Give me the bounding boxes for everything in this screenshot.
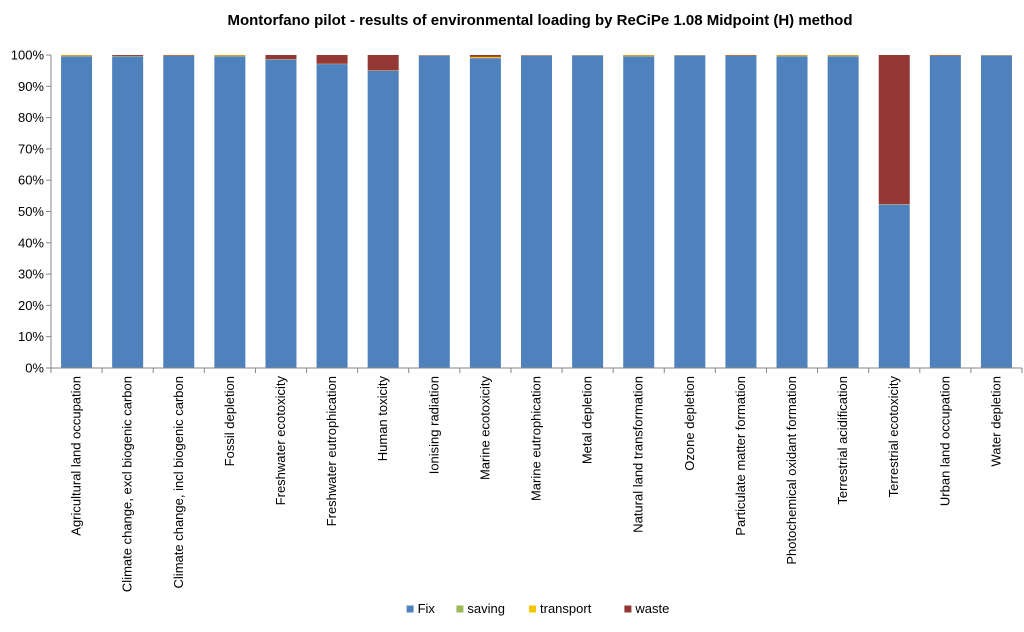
bar-segment-fix [623, 56, 655, 368]
y-tick-label: 80% [18, 110, 44, 125]
x-axis: Agricultural land occupation Climate chan… [50, 367, 1023, 592]
legend-swatch-fix [406, 605, 414, 613]
x-category-label: Marine ecotoxicity [477, 376, 492, 481]
x-category-label: Human toxicity [375, 376, 390, 462]
y-tick-label: 0% [25, 361, 44, 376]
bar-segment-transport [623, 55, 655, 57]
bar-segment-transport [469, 56, 501, 59]
bar-segment-fix [367, 70, 399, 369]
bar-segment-fix [163, 55, 195, 369]
bar-segment-fix [980, 55, 1012, 369]
y-axis: 0% 10% 20% 30% 40% 50% 60% 70% 80% 90% 100% [11, 48, 52, 376]
bar-segment-waste [112, 55, 144, 56]
x-category-label: Ozone depletion [682, 376, 697, 471]
x-category-label: Agricultural land occupation [69, 376, 84, 536]
legend-label-transport: transport [540, 601, 592, 616]
x-category-label: Terrestrial acidification [835, 376, 850, 505]
x-category-label: Climate change, incl biogenic carbon [171, 376, 186, 588]
bar-segment-transport [776, 55, 808, 57]
y-tick-label: 70% [18, 141, 44, 156]
x-category-label: Natural land transformation [631, 376, 646, 533]
legend-label-fix: Fix [418, 601, 436, 616]
x-category-label: Photochemical oxidant formation [784, 376, 799, 565]
bar-segment-waste [725, 55, 757, 56]
y-tick-label: 90% [18, 79, 44, 94]
legend-label-saving: saving [467, 601, 505, 616]
legend: Fix saving transport waste [406, 601, 669, 616]
bar-segment-fix [469, 58, 501, 368]
y-tick-label: 20% [18, 298, 44, 313]
y-tick-label: 30% [18, 267, 44, 282]
x-category-label: Water depletion [988, 376, 1003, 467]
bar-segment-fix [316, 64, 348, 369]
x-category-label: Climate change, excl biogenic carbon [120, 376, 135, 592]
x-category-label: Metal depletion [580, 376, 595, 464]
bar-segment-waste [163, 55, 195, 56]
bars [61, 55, 1012, 369]
legend-swatch-saving [456, 605, 464, 613]
bar-segment-fix [929, 55, 961, 369]
bar-segment-fix [214, 56, 246, 368]
x-category-label: Particulate matter formation [733, 376, 748, 536]
bar-segment-fix [265, 59, 297, 369]
bar-segment-waste [367, 55, 399, 71]
bar-segment-transport [214, 55, 246, 57]
bar-segment-fix [725, 55, 757, 369]
x-category-label: Fossil depletion [222, 376, 237, 466]
bar-segment-fix [61, 56, 93, 368]
bar-segment-fix [521, 55, 552, 368]
bar-segment-waste [265, 55, 297, 60]
y-tick-label: 40% [18, 235, 44, 250]
y-tick-label: 50% [18, 204, 44, 219]
x-category-label: Ionising radiation [426, 376, 441, 474]
bar-segment-waste [929, 55, 961, 56]
x-category-label: Freshwater eutrophication [324, 376, 339, 526]
chart-title: Montorfano pilot - results of environmen… [227, 12, 852, 29]
bar-segment-fix [572, 55, 604, 369]
x-category-label: Terrestrial ecotoxicity [886, 376, 901, 498]
bar-segment-fix [776, 56, 808, 368]
bar-segment-fix [418, 55, 450, 368]
legend-swatch-waste [624, 605, 632, 613]
bar-segment-waste [316, 55, 348, 64]
legend-swatch-transport [529, 605, 536, 613]
bar-segment-fix [674, 55, 706, 369]
bar-segment-transport [827, 55, 859, 57]
bar-segment-waste [469, 55, 501, 57]
bar-segment-fix [878, 204, 910, 368]
y-tick-label: 60% [18, 173, 44, 188]
x-category-label: Freshwater ecotoxicity [273, 376, 288, 506]
bar-segment-fix [112, 56, 144, 368]
legend-label-waste: waste [634, 601, 669, 616]
y-tick-label: 100% [11, 48, 45, 63]
bar-segment-waste [878, 55, 910, 204]
y-tick-label: 10% [18, 329, 44, 344]
x-category-label: Marine eutrophication [529, 376, 544, 501]
bar-segment-transport [61, 55, 93, 57]
x-category-label: Urban land occupation [937, 376, 952, 506]
bar-segment-fix [827, 56, 859, 368]
